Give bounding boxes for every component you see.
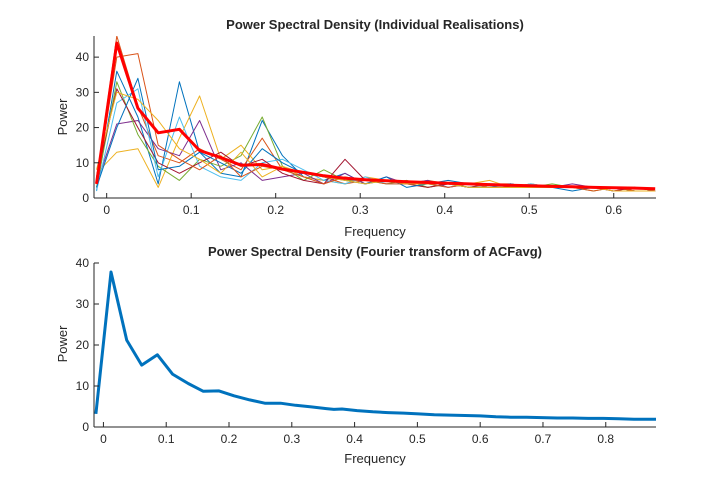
top-y-axis-label: Power [55, 98, 70, 136]
top-x-tick-label: 0 [103, 203, 110, 217]
bottom-y-tick-label: 20 [76, 338, 90, 352]
top-series-line-11 [95, 41, 656, 191]
top-series-group [95, 36, 656, 192]
top-x-tick-label: 0.6 [605, 203, 622, 217]
bottom-y-tick-label: 10 [76, 379, 90, 393]
bottom-x-tick-label: 0.6 [472, 432, 489, 446]
bottom-x-tick-label: 0.1 [158, 432, 175, 446]
bottom-x-tick-label: 0.2 [221, 432, 238, 446]
top-y-tick-label: 20 [76, 121, 90, 135]
top-y-tick-label: 40 [76, 50, 90, 64]
top-y-tick-label: 0 [82, 191, 89, 205]
bottom-y-tick-label: 0 [82, 420, 89, 434]
bottom-series-group [94, 270, 656, 421]
top-x-tick-label: 0.2 [267, 203, 284, 217]
bottom-plot-area: 0 0.1 0.2 0.3 0.4 0.5 0.6 0.7 0.8 0 10 20 30 40 [76, 256, 656, 446]
top-plot-area: 0 0.1 0.2 0.3 0.4 0.5 0.6 0 10 20 30 40 [76, 36, 656, 217]
bottom-x-tick-label: 0.5 [409, 432, 426, 446]
top-x-axis-label: Frequency [344, 224, 406, 239]
top-axes: Power Spectral Density (Individual Reali… [55, 17, 656, 239]
bottom-chart-title: Power Spectral Density (Fourier transfor… [208, 244, 542, 259]
top-x-tick-label: 0.3 [352, 203, 369, 217]
top-x-tick-label: 0.1 [183, 203, 200, 217]
bottom-y-tick-label: 40 [76, 256, 90, 270]
bottom-x-tick-label: 0.3 [283, 432, 300, 446]
bottom-series-line-1 [94, 270, 656, 421]
top-y-tick-label: 10 [76, 156, 90, 170]
bottom-x-tick-label: 0.7 [535, 432, 552, 446]
bottom-x-tick-label: 0.4 [346, 432, 363, 446]
top-chart-title: Power Spectral Density (Individual Reali… [226, 17, 524, 32]
top-y-tick-label: 30 [76, 85, 90, 99]
top-x-tick-label: 0.4 [436, 203, 453, 217]
bottom-y-tick-label: 30 [76, 297, 90, 311]
bottom-x-tick-label: 0.8 [597, 432, 614, 446]
bottom-x-tick-label: 0 [100, 432, 107, 446]
top-x-tick-label: 0.5 [521, 203, 538, 217]
bottom-axes: Power Spectral Density (Fourier transfor… [55, 244, 656, 466]
bottom-x-axis-label: Frequency [344, 451, 406, 466]
bottom-y-axis-label: Power [55, 325, 70, 363]
